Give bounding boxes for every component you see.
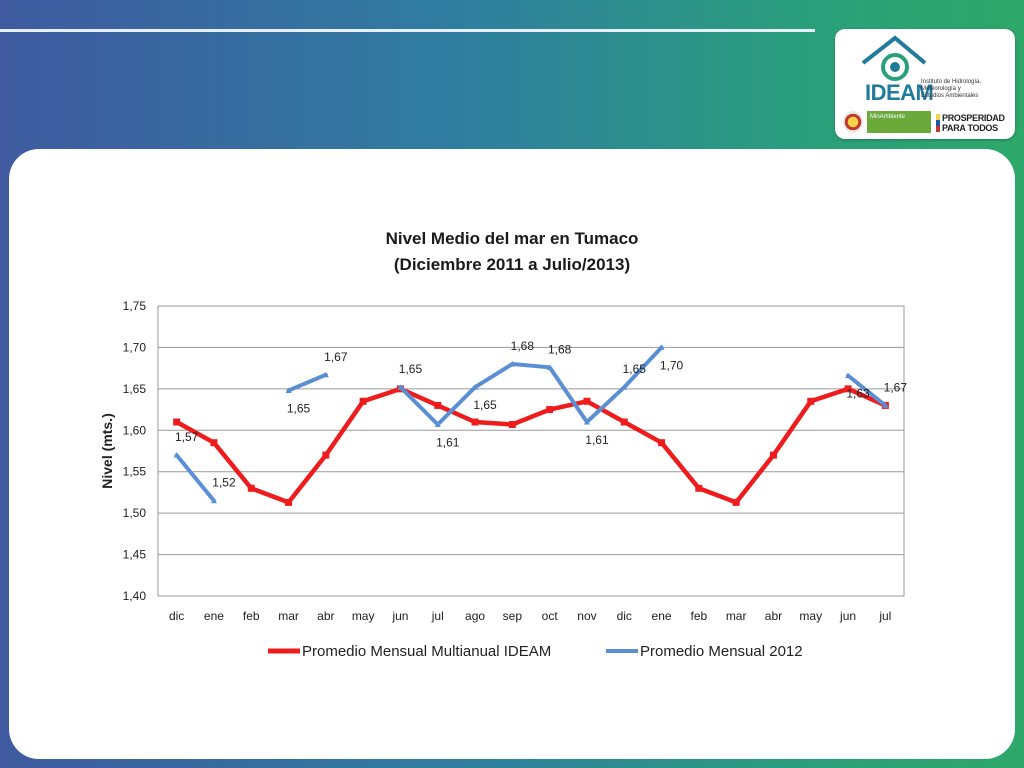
prosperity-line-2: PARA TODOS bbox=[942, 123, 998, 133]
x-tick-label: jul bbox=[431, 609, 444, 623]
colombia-seal-icon bbox=[843, 111, 863, 133]
data-point bbox=[769, 451, 777, 459]
data-point bbox=[658, 344, 665, 350]
series-line-2 bbox=[846, 373, 888, 408]
x-tick-label: jul bbox=[878, 609, 891, 623]
x-tick-label: ene bbox=[652, 609, 672, 623]
data-point bbox=[620, 418, 628, 426]
data-point bbox=[621, 384, 628, 390]
y-tick-label: 1,65 bbox=[123, 382, 147, 396]
data-label: 1,65 bbox=[623, 362, 647, 376]
data-label: 1,67 bbox=[324, 350, 348, 364]
y-tick-label: 1,55 bbox=[123, 465, 147, 479]
data-point bbox=[583, 397, 591, 405]
data-point bbox=[322, 451, 330, 459]
data-point bbox=[658, 439, 666, 447]
ideam-logo-card: IDEAM Instituto de Hidrología, Meteorolo… bbox=[835, 29, 1015, 139]
chart-title: Nivel Medio del mar en Tumaco bbox=[385, 229, 639, 248]
legend-label: Promedio Mensual Multianual IDEAM bbox=[302, 643, 551, 660]
y-tick-label: 1,70 bbox=[123, 340, 147, 354]
data-point bbox=[434, 401, 442, 409]
prosperity-logo: PROSPERIDAD PARA TODOS bbox=[936, 112, 1011, 134]
x-tick-label: nov bbox=[577, 609, 596, 623]
data-label: 1,57 bbox=[175, 430, 199, 444]
data-label: 1,68 bbox=[511, 339, 535, 353]
x-tick-label: may bbox=[352, 609, 375, 623]
y-tick-label: 1,45 bbox=[123, 548, 147, 562]
y-tick-label: 1,60 bbox=[123, 423, 147, 437]
data-label: 1,68 bbox=[548, 342, 572, 356]
series-line-2 bbox=[174, 453, 216, 503]
data-point bbox=[695, 484, 703, 492]
y-tick-label: 1,50 bbox=[123, 506, 147, 520]
series-line-1 bbox=[174, 386, 888, 505]
x-tick-label: dic bbox=[169, 609, 184, 623]
x-tick-label: sep bbox=[503, 609, 523, 623]
header-divider bbox=[0, 29, 815, 32]
data-point bbox=[210, 439, 218, 447]
prosperity-line-1: PROSPERIDAD bbox=[942, 113, 1005, 123]
x-tick-label: mar bbox=[726, 609, 747, 623]
data-point bbox=[434, 421, 441, 427]
data-label: 1,65 bbox=[287, 402, 311, 416]
x-tick-label: feb bbox=[691, 609, 708, 623]
x-tick-label: ene bbox=[204, 609, 224, 623]
data-point bbox=[546, 364, 553, 370]
data-point bbox=[471, 418, 479, 426]
x-tick-label: dic bbox=[617, 609, 632, 623]
data-point bbox=[546, 406, 554, 414]
x-tick-label: jun bbox=[839, 609, 856, 623]
data-label: 1,61 bbox=[585, 433, 609, 447]
data-point bbox=[285, 387, 292, 394]
data-point bbox=[397, 384, 404, 390]
x-tick-label: jun bbox=[391, 609, 408, 623]
series-line-2 bbox=[398, 345, 664, 427]
data-point bbox=[844, 385, 852, 393]
logo-name: IDEAM bbox=[865, 80, 934, 105]
legend-label: Promedio Mensual 2012 bbox=[640, 643, 803, 660]
data-label: 1,61 bbox=[436, 435, 460, 449]
data-point bbox=[247, 484, 255, 492]
data-point bbox=[508, 420, 516, 428]
ideam-emblem-icon bbox=[861, 35, 927, 81]
series-line-2 bbox=[286, 372, 328, 393]
data-point bbox=[732, 498, 740, 506]
data-point bbox=[173, 418, 181, 426]
data-label: 1,65 bbox=[473, 398, 497, 412]
data-point bbox=[882, 402, 889, 408]
data-point bbox=[509, 361, 516, 367]
data-point bbox=[807, 397, 815, 405]
data-label: 1,65 bbox=[399, 362, 423, 376]
data-label: 1,52 bbox=[212, 476, 236, 490]
data-point bbox=[210, 497, 217, 504]
chart-subtitle: (Diciembre 2011 a Julio/2013) bbox=[393, 255, 631, 274]
data-label: 1,63 bbox=[846, 387, 870, 401]
flag-bars-icon bbox=[936, 114, 940, 132]
data-point bbox=[322, 371, 329, 378]
data-point bbox=[583, 419, 590, 425]
logo-subtitle: Instituto de Hidrología, Meteorología y … bbox=[921, 79, 982, 99]
data-label: 1,67 bbox=[884, 380, 908, 394]
x-tick-label: ago bbox=[465, 609, 485, 623]
x-tick-label: oct bbox=[542, 609, 559, 623]
ministry-badge: MinAmbiente bbox=[867, 111, 931, 133]
data-point bbox=[472, 384, 479, 390]
x-tick-label: mar bbox=[278, 609, 299, 623]
data-point bbox=[285, 498, 293, 506]
data-point bbox=[359, 397, 367, 405]
data-point bbox=[845, 372, 852, 379]
x-tick-label: abr bbox=[317, 609, 334, 623]
y-axis-label: Nivel (mts.) bbox=[99, 413, 115, 488]
y-tick-label: 1,40 bbox=[123, 589, 147, 603]
data-label: 1,70 bbox=[660, 358, 684, 372]
data-point bbox=[173, 452, 180, 458]
x-tick-label: feb bbox=[243, 609, 260, 623]
x-tick-label: abr bbox=[765, 609, 782, 623]
x-tick-label: may bbox=[799, 609, 822, 623]
y-tick-label: 1,75 bbox=[123, 299, 147, 313]
